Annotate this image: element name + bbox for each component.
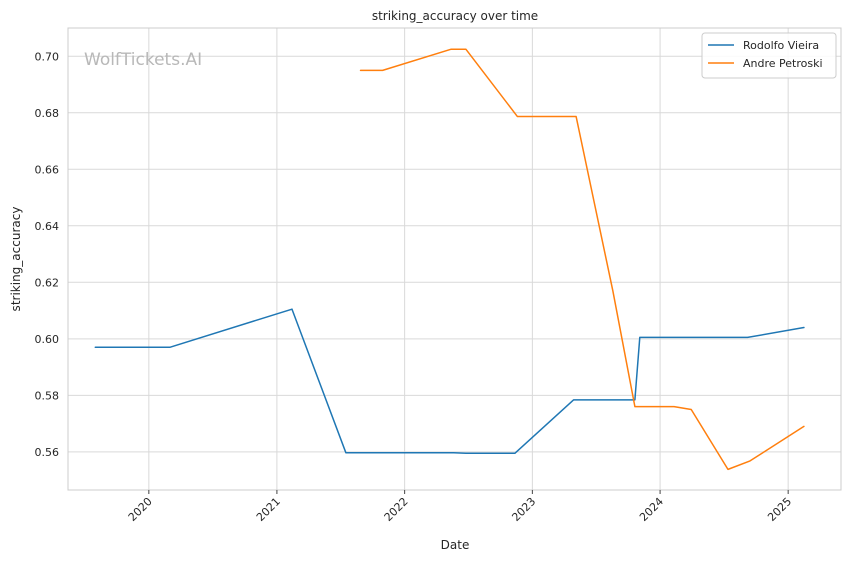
point-andre-petroski-12 [803, 425, 805, 427]
y-tick-label-0-60: 0.60 [35, 333, 60, 346]
y-axis: 0.56 0.58 0.60 0.62 0.64 0.66 0.68 0.70 [35, 50, 60, 459]
point-rodolfo-vieira-10 [746, 336, 748, 338]
y-tick-label-0-56: 0.56 [35, 446, 60, 459]
point-andre-petroski-6 [612, 290, 614, 292]
series-layer [94, 48, 805, 471]
legend-label-rodolfo-vieira: Rodolfo Vieira [743, 39, 819, 52]
point-andre-petroski-8 [673, 405, 675, 407]
series-line-andre-petroski [359, 48, 805, 471]
point-rodolfo-vieira-6 [514, 452, 516, 454]
point-andre-petroski-4 [516, 115, 518, 117]
point-andre-petroski-7 [634, 405, 636, 407]
y-tick-label-0-64: 0.64 [35, 220, 60, 233]
point-rodolfo-vieira-9 [639, 336, 641, 338]
legend-box [701, 32, 837, 79]
y-tick-label-0-68: 0.68 [35, 107, 60, 120]
point-rodolfo-vieira-4 [452, 452, 454, 454]
point-andre-petroski-9 [690, 408, 692, 410]
point-rodolfo-vieira-11 [803, 326, 805, 328]
point-andre-petroski-5 [575, 115, 577, 117]
y-tick-label-0-66: 0.66 [35, 163, 60, 176]
y-tick-label-0-62: 0.62 [35, 276, 60, 289]
plot-frame [67, 27, 842, 491]
point-rodolfo-vieira-0 [94, 346, 96, 348]
point-andre-petroski-1 [381, 69, 383, 71]
point-rodolfo-vieira-2 [291, 308, 293, 310]
watermark: WolfTickets.AI [84, 50, 202, 70]
point-andre-petroski-11 [749, 460, 751, 462]
y-tick-label-0-58: 0.58 [35, 389, 60, 402]
chart-title: striking_accuracy over time [372, 9, 538, 23]
series-line-rodolfo-vieira [94, 308, 805, 455]
y-axis-label: striking_accuracy [9, 207, 23, 312]
y-tick-label-0-70: 0.70 [35, 50, 60, 63]
point-andre-petroski-10 [727, 468, 729, 470]
legend: Rodolfo Vieira Andre Petroski [701, 32, 837, 79]
point-andre-petroski-0 [359, 69, 361, 71]
point-rodolfo-vieira-3 [345, 452, 347, 454]
point-andre-petroski-3 [465, 48, 467, 50]
point-andre-petroski-2 [450, 48, 452, 50]
point-rodolfo-vieira-5 [465, 452, 467, 454]
legend-label-andre-petroski: Andre Petroski [743, 57, 823, 70]
x-axis-label: Date [441, 538, 470, 552]
point-rodolfo-vieira-7 [572, 399, 574, 401]
point-rodolfo-vieira-1 [169, 346, 171, 348]
